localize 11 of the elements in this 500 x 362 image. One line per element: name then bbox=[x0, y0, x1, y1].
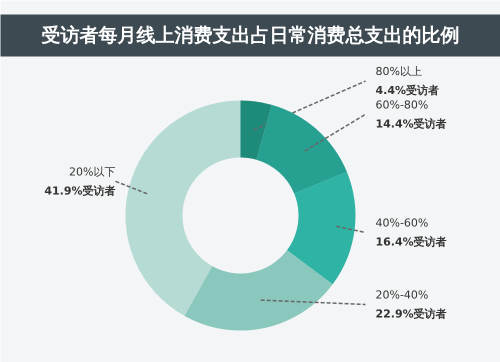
chart-title: 受访者每月线上消费支出占日常消费总支出的比例 bbox=[42, 24, 460, 46]
slice-label: 40%-60% bbox=[376, 216, 428, 230]
slice-label: 20%-40% bbox=[376, 288, 428, 302]
data-label: 14.4%受访者 bbox=[376, 117, 447, 130]
data-label: 22.9%受访者 bbox=[376, 308, 447, 320]
slice-label: 60%-80% bbox=[376, 98, 428, 112]
slice-label: 20%以下 bbox=[69, 165, 116, 178]
slice-label: 80%以上 bbox=[376, 65, 422, 78]
data-label: 16.4%受访者 bbox=[376, 236, 447, 249]
data-label: 41.9%受访者 bbox=[44, 184, 116, 198]
data-label: 4.4%受访者 bbox=[376, 84, 440, 98]
